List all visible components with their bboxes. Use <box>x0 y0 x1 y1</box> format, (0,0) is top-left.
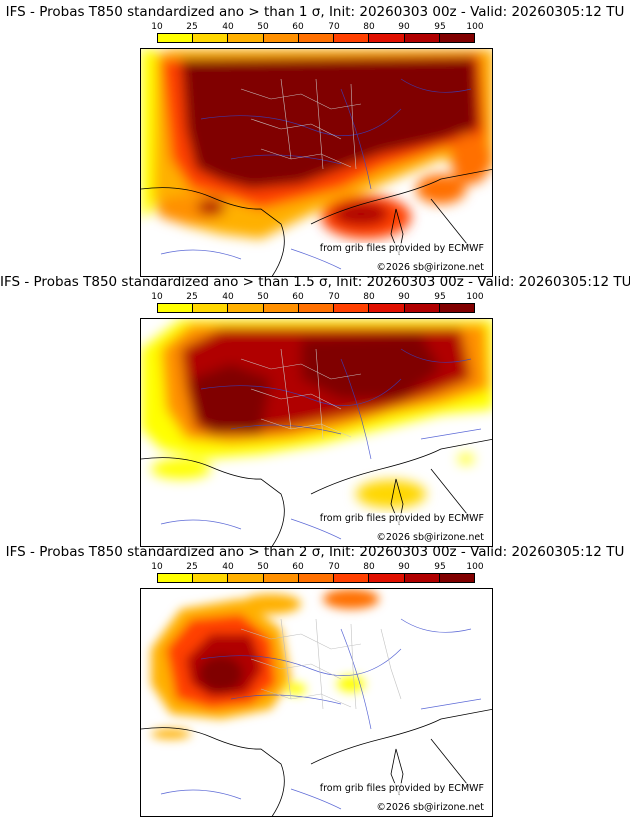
scale-labels: 10 25 40 50 60 70 80 90 95 100 <box>140 292 500 302</box>
scale-label: 70 <box>328 562 340 572</box>
scale-label: 40 <box>222 292 234 302</box>
probability-field <box>141 49 492 239</box>
scale-label: 100 <box>466 292 484 302</box>
scale-label: 40 <box>222 562 234 572</box>
scale-label: 90 <box>398 292 410 302</box>
scale-label: 40 <box>222 22 234 32</box>
color-scale-bar <box>157 303 475 313</box>
scale-label: 60 <box>292 22 304 32</box>
scale-label: 80 <box>363 292 375 302</box>
scale-labels: 10 25 40 50 60 70 80 90 95 100 <box>140 562 500 572</box>
map-graphic <box>141 49 492 276</box>
scale-swatch <box>298 34 335 42</box>
scale-label: 25 <box>186 292 198 302</box>
probability-field <box>151 589 379 739</box>
scale-swatch <box>193 34 229 42</box>
map-panel-1-5sigma: IFS - Probas T850 standardized ano > tha… <box>0 270 630 547</box>
map-graphic <box>141 319 492 546</box>
data-credit: from grib files provided by ECMWF <box>317 243 486 254</box>
panel-title: IFS - Probas T850 standardized ano > tha… <box>5 4 625 20</box>
scale-swatch <box>228 304 264 312</box>
color-scale-bar <box>157 33 475 43</box>
department-borders <box>240 78 362 170</box>
color-scale-bar <box>157 573 475 583</box>
scale-swatch <box>439 34 474 42</box>
panel-title: IFS - Probas T850 standardized ano > tha… <box>0 274 630 290</box>
scale-label: 95 <box>434 292 446 302</box>
scale-label: 10 <box>151 292 163 302</box>
river-lines <box>160 618 482 810</box>
scale-swatch <box>228 34 264 42</box>
department-borders <box>240 618 402 710</box>
panel-title: IFS - Probas T850 standardized ano > tha… <box>5 544 625 560</box>
scale-label: 90 <box>398 562 410 572</box>
coastlines <box>141 168 492 276</box>
copyright-credit: ©2026 sb@irizone.net <box>374 802 486 813</box>
scale-label: 10 <box>151 562 163 572</box>
scale-swatch <box>369 34 405 42</box>
probability-map: from grib files provided by ECMWF ©2026 … <box>140 318 493 547</box>
scale-label: 95 <box>434 22 446 32</box>
scale-swatch <box>263 304 299 312</box>
scale-label: 60 <box>292 292 304 302</box>
data-credit: from grib files provided by ECMWF <box>317 513 486 524</box>
scale-label: 70 <box>328 22 340 32</box>
scale-swatch <box>439 304 474 312</box>
scale-swatch <box>263 574 299 582</box>
scale-label: 60 <box>292 562 304 572</box>
scale-label: 50 <box>257 562 269 572</box>
scale-swatch <box>369 574 405 582</box>
scale-swatch <box>228 574 264 582</box>
scale-swatch <box>193 304 229 312</box>
scale-swatch <box>298 304 335 312</box>
copyright-credit: ©2026 sb@irizone.net <box>374 262 486 273</box>
scale-label: 25 <box>186 562 198 572</box>
scale-label: 90 <box>398 22 410 32</box>
scale-swatch <box>158 304 194 312</box>
river-lines <box>160 348 482 540</box>
scale-label: 50 <box>257 292 269 302</box>
scale-swatch <box>193 574 229 582</box>
map-graphic <box>141 589 492 816</box>
scale-label: 80 <box>363 22 375 32</box>
scale-swatch <box>298 574 335 582</box>
coastlines <box>141 708 492 816</box>
scale-swatch <box>334 304 370 312</box>
probability-map: from grib files provided by ECMWF ©2026 … <box>140 48 493 277</box>
scale-labels: 10 25 40 50 60 70 80 90 95 100 <box>140 22 500 32</box>
scale-label: 100 <box>466 22 484 32</box>
department-borders <box>240 348 362 440</box>
scale-swatch <box>404 574 440 582</box>
map-panel-2sigma: IFS - Probas T850 standardized ano > tha… <box>0 540 630 817</box>
probability-map: from grib files provided by ECMWF ©2026 … <box>140 588 493 817</box>
data-credit: from grib files provided by ECMWF <box>317 783 486 794</box>
scale-label: 95 <box>434 562 446 572</box>
scale-swatch <box>439 574 474 582</box>
copyright-credit: ©2026 sb@irizone.net <box>374 532 486 543</box>
scale-swatch <box>158 34 194 42</box>
scale-label: 70 <box>328 292 340 302</box>
scale-label: 100 <box>466 562 484 572</box>
scale-swatch <box>334 574 370 582</box>
scale-swatch <box>404 34 440 42</box>
scale-swatch <box>263 34 299 42</box>
scale-label: 50 <box>257 22 269 32</box>
scale-swatch <box>369 304 405 312</box>
river-lines <box>160 78 472 270</box>
scale-label: 25 <box>186 22 198 32</box>
probability-field <box>141 319 492 508</box>
scale-swatch <box>334 34 370 42</box>
scale-swatch <box>404 304 440 312</box>
map-panel-1sigma: IFS - Probas T850 standardized ano > tha… <box>0 0 630 277</box>
scale-label: 80 <box>363 562 375 572</box>
scale-label: 10 <box>151 22 163 32</box>
scale-swatch <box>158 574 194 582</box>
